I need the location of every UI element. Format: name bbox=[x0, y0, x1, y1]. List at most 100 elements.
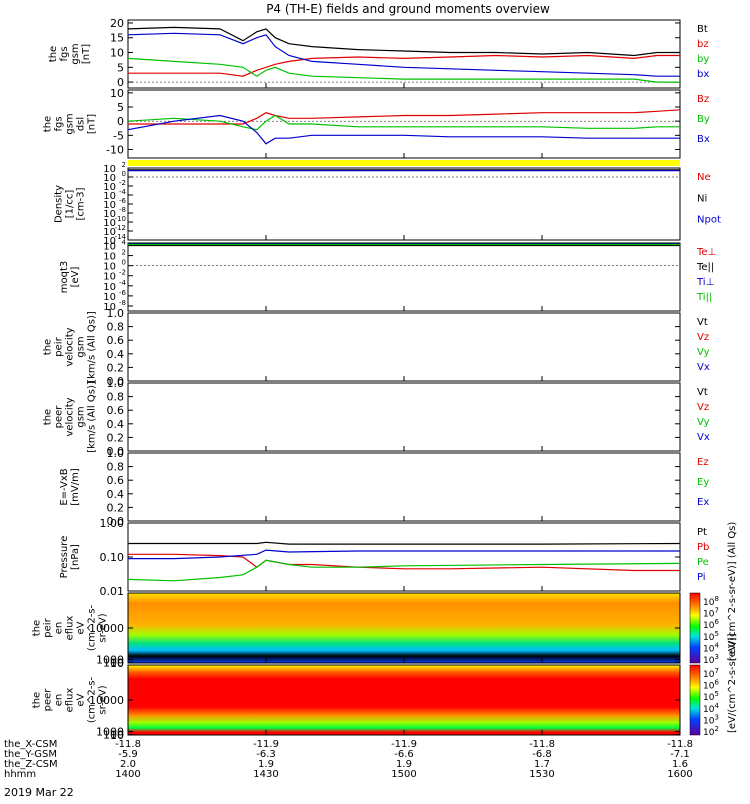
y-axis-label: dsl bbox=[76, 117, 87, 131]
y-tick-label: 0.8 bbox=[107, 321, 125, 334]
y-axis-label: en bbox=[54, 622, 65, 635]
colorbar-gradient bbox=[689, 664, 701, 736]
y-tick-label: 10000 bbox=[89, 694, 124, 707]
legend-ne: Ne bbox=[697, 172, 711, 183]
legend-ti||: Ti|| bbox=[696, 292, 712, 303]
y-axis-label: the bbox=[32, 620, 43, 636]
y-tick-exponent: 0 bbox=[122, 170, 126, 178]
y-tick-exponent: -6 bbox=[119, 289, 127, 297]
y-axis-label: peer bbox=[43, 688, 54, 712]
x-row-value: -11.9 bbox=[391, 739, 417, 750]
y-tick-label: 10 bbox=[103, 191, 116, 202]
legend-ez: Ez bbox=[697, 457, 709, 468]
legend-ni: Ni bbox=[697, 193, 707, 204]
series-line-pb bbox=[128, 553, 680, 572]
x-row-label: hhmm bbox=[4, 769, 36, 780]
y-tick-label: 0.0 bbox=[107, 375, 125, 388]
y-axis-label: gsm bbox=[65, 113, 76, 134]
y-axis-label: [nT] bbox=[81, 44, 92, 64]
y-tick-label: 100 bbox=[103, 657, 124, 670]
y-axis-label: eV bbox=[76, 621, 87, 634]
legend-pe: Pe bbox=[697, 557, 709, 568]
y-axis-label: (cm^2-s- bbox=[87, 676, 98, 723]
x-row-value: 1.9 bbox=[258, 759, 274, 770]
series-line-bt bbox=[127, 26, 680, 57]
series-line-by bbox=[127, 114, 680, 131]
y-tick-label: 0.2 bbox=[107, 431, 125, 444]
y-tick-label: 10 bbox=[103, 173, 116, 184]
panel-frame bbox=[127, 167, 681, 241]
y-tick-label: 0.4 bbox=[107, 488, 125, 501]
y-axis-label: velocity bbox=[65, 327, 76, 366]
legend-vx: Vx bbox=[697, 362, 710, 373]
x-row-value: -6.6 bbox=[394, 749, 414, 760]
spectrogram-fill bbox=[128, 593, 680, 663]
y-tick-label: 1000 bbox=[96, 726, 124, 739]
series-line-pt bbox=[128, 541, 681, 545]
x-row-label: the_Y-GSM bbox=[4, 749, 57, 760]
y-axis-label: sr-eV) bbox=[98, 685, 109, 714]
x-row-value: 1600 bbox=[667, 769, 692, 780]
y-axis-label: [cm-3] bbox=[76, 187, 87, 220]
legend-vz: Vz bbox=[697, 402, 709, 413]
y-tick-label: 10 bbox=[103, 227, 116, 238]
y-tick-label: 1.0 bbox=[107, 447, 125, 460]
legend-bx: bx bbox=[697, 69, 709, 80]
y-tick-exponent: -2 bbox=[119, 269, 126, 277]
y-tick-label: 0.6 bbox=[107, 404, 125, 417]
panel-frame bbox=[127, 452, 681, 522]
legend-vt: Vt bbox=[697, 387, 708, 398]
y-tick-exponent: -8 bbox=[119, 206, 126, 214]
series-line-by bbox=[127, 57, 680, 83]
y-axis-label: (cm^2-s- bbox=[87, 604, 98, 651]
series-line-pi bbox=[128, 549, 680, 560]
legend-te⊥: Te⊥ bbox=[696, 247, 716, 258]
y-tick-label: 1000 bbox=[96, 654, 124, 667]
y-tick-exponent: 0 bbox=[122, 259, 126, 267]
legend-vz: Vz bbox=[697, 332, 709, 343]
panel-frame bbox=[127, 382, 681, 452]
y-axis-label: the bbox=[32, 692, 43, 708]
y-tick-label: -5 bbox=[113, 129, 124, 142]
x-row-value: -6.8 bbox=[532, 749, 552, 760]
y-axis-label: gsm bbox=[70, 43, 81, 64]
spectrogram-fill bbox=[128, 665, 680, 735]
y-axis-label: the bbox=[43, 339, 54, 355]
panel-frame bbox=[127, 312, 681, 382]
y-tick-label: 10000 bbox=[89, 622, 124, 635]
y-axis-label: the bbox=[43, 116, 54, 132]
y-tick-label: 5 bbox=[117, 61, 124, 74]
colorbar-gradient bbox=[689, 592, 701, 664]
y-axis-label: [mV/m] bbox=[70, 468, 81, 506]
panel-frame bbox=[127, 242, 681, 312]
y-tick-label: 0 bbox=[117, 115, 124, 128]
y-axis-label: peer bbox=[54, 405, 65, 429]
y-tick-exponent: -4 bbox=[119, 279, 127, 287]
panel-1: 20 15 105 0 the fgs gsm [nT] Bt bz by bx bbox=[48, 17, 709, 89]
y-axis-label: [1/cc] bbox=[65, 190, 76, 219]
y-tick-exponent: -14 bbox=[115, 233, 127, 241]
y-tick-label: 0.6 bbox=[107, 474, 125, 487]
x-row-value: -5.9 bbox=[118, 749, 138, 760]
x-row-value: 1400 bbox=[115, 769, 140, 780]
colorbar-label: [eV/(cm^2-s-sr-eV)] (All Qs) bbox=[727, 522, 738, 661]
figure-title: P4 (TH-E) fields and ground moments over… bbox=[266, 2, 550, 16]
y-tick-label: 0.2 bbox=[107, 361, 125, 374]
y-tick-exponent: -6 bbox=[119, 197, 127, 205]
y-tick-label: 0.10 bbox=[100, 551, 125, 564]
date-label: 2019 Mar 22 bbox=[4, 786, 74, 799]
y-axis-label: eflux bbox=[65, 616, 76, 641]
y-axis-label: [nT] bbox=[87, 114, 98, 134]
colorbar-label: [eV/(cm^2-s-sr-eV)] bbox=[727, 633, 738, 733]
y-tick-exponent: -8 bbox=[119, 299, 126, 307]
legend-te||: Te|| bbox=[696, 262, 714, 273]
y-axis-label: eV bbox=[76, 693, 87, 706]
y-tick-label: 0.0 bbox=[107, 445, 125, 458]
legend-pb: Pb bbox=[697, 542, 709, 553]
